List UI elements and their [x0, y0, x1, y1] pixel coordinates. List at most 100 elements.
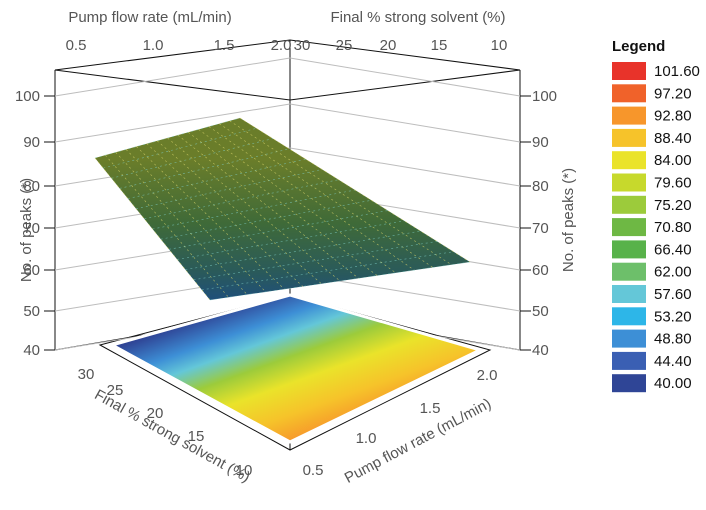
legend-label: 75.20 — [654, 197, 692, 214]
bottom-solvent-tick: 10 — [236, 462, 253, 479]
bottom-flow-tick: 1.5 — [420, 400, 441, 417]
top-flow-axis-title: Pump flow rate (mL/min) — [68, 9, 231, 26]
legend-label: 97.20 — [654, 85, 692, 102]
mesh-line — [136, 146, 285, 290]
top-solvent-tick: 25 — [336, 37, 353, 54]
mesh-line — [177, 134, 359, 279]
top-solvent-tick: 30 — [294, 37, 311, 54]
grid-line-right — [289, 147, 521, 187]
top-flow-tick: 1.0 — [143, 37, 164, 54]
mesh-line — [115, 152, 248, 295]
mesh-line — [177, 220, 405, 260]
mesh-line — [146, 143, 304, 287]
legend-label: 40.00 — [654, 375, 692, 392]
legend-title: Legend — [612, 38, 665, 55]
mesh-line — [239, 117, 471, 263]
left-z-tick: 80 — [23, 178, 40, 195]
legend-swatch — [612, 285, 646, 303]
legend-swatch — [612, 218, 646, 237]
mesh-line — [103, 127, 257, 169]
legend-swatch — [612, 195, 646, 214]
legend-swatch — [612, 173, 646, 192]
legend-swatch — [612, 84, 646, 103]
mesh-line — [152, 189, 356, 230]
mesh-line — [144, 179, 339, 220]
mesh-line — [229, 120, 452, 265]
left-z-tick: 60 — [23, 262, 40, 279]
mesh-line — [105, 154, 229, 298]
legend: Legend 101.60 97.20 92.80 88.40 84.00 79.60 75… — [612, 38, 700, 393]
surface-mesh — [94, 117, 471, 301]
legend-label: 44.40 — [654, 353, 692, 370]
legend-label: 101.60 — [654, 63, 700, 80]
right-z-tick: 50 — [532, 303, 549, 320]
legend-label: 84.00 — [654, 152, 692, 169]
legend-label: 92.80 — [654, 108, 692, 125]
mesh-line — [193, 241, 438, 281]
right-z-axis-title: No. of peaks (*) — [560, 168, 577, 272]
bottom-solvent-tick: 25 — [107, 382, 124, 399]
mesh-line — [119, 148, 290, 189]
mesh-line — [125, 149, 266, 293]
mesh-line — [156, 140, 322, 284]
bottom-flow-tick: 2.0 — [477, 367, 498, 384]
legend-swatch — [612, 329, 646, 348]
mesh-line — [209, 261, 471, 301]
legend-label: 79.60 — [654, 175, 692, 192]
legend-label: 70.80 — [654, 219, 692, 236]
right-z-tick: 90 — [532, 134, 549, 151]
mesh-line — [198, 129, 396, 274]
legend-swatch — [612, 374, 646, 393]
legend-swatch — [612, 62, 646, 80]
mesh-line — [208, 126, 415, 271]
grid-line-left — [54, 57, 291, 97]
bottom-solvent-tick: 20 — [147, 405, 164, 422]
legend-label: 88.40 — [654, 130, 692, 147]
contour-projection — [112, 295, 480, 442]
legend-swatch — [612, 151, 646, 170]
left-z-tick: 40 — [23, 342, 40, 359]
bottom-flow-tick: 1.0 — [356, 430, 377, 447]
left-z-tick: 50 — [23, 303, 40, 320]
surface-fill — [95, 118, 470, 300]
legend-swatch — [612, 240, 646, 259]
top-flow-tick: 1.5 — [214, 37, 235, 54]
legend-label: 53.20 — [654, 308, 692, 325]
right-z-tick: 40 — [532, 342, 549, 359]
bottom-solvent-tick: 30 — [78, 366, 95, 383]
grid-line-right — [289, 103, 521, 143]
legend-swatch — [612, 106, 646, 125]
top-solvent-axis-title: Final % strong solvent (%) — [330, 9, 505, 26]
legend-label: 57.60 — [654, 286, 692, 303]
mesh-line — [167, 137, 341, 282]
right-z-tick: 60 — [532, 262, 549, 279]
top-solvent-tick: 20 — [380, 37, 397, 54]
mesh-line — [127, 158, 306, 199]
left-z-axis-title: No. of peaks (*) — [18, 178, 35, 282]
right-z-tick: 100 — [532, 88, 557, 105]
legend-label: 66.40 — [654, 241, 692, 258]
mesh-line — [168, 210, 388, 250]
legend-swatch — [612, 307, 646, 326]
top-solvent-tick: 15 — [431, 37, 448, 54]
top-flow-tick: 2.0 — [271, 37, 292, 54]
grid-line-right — [289, 57, 521, 97]
right-z-tick: 70 — [532, 220, 549, 237]
mesh-line — [160, 199, 372, 240]
legend-swatch — [612, 128, 646, 147]
left-z-tick: 100 — [15, 88, 40, 105]
legend-label: 62.00 — [654, 264, 692, 281]
right-z-tick: 80 — [532, 178, 549, 195]
bottom-flow-tick: 0.5 — [303, 462, 324, 479]
response-surface — [94, 117, 471, 301]
left-z-tick: 90 — [23, 134, 40, 151]
legend-swatch — [612, 262, 646, 281]
grid-line-left — [54, 103, 291, 143]
bottom-solvent-tick: 15 — [188, 428, 205, 445]
contour-border — [108, 293, 485, 444]
top-flow-tick: 0.5 — [66, 37, 87, 54]
legend-label: 48.80 — [654, 331, 692, 348]
left-z-tick: 70 — [23, 220, 40, 237]
legend-swatch — [612, 351, 646, 370]
